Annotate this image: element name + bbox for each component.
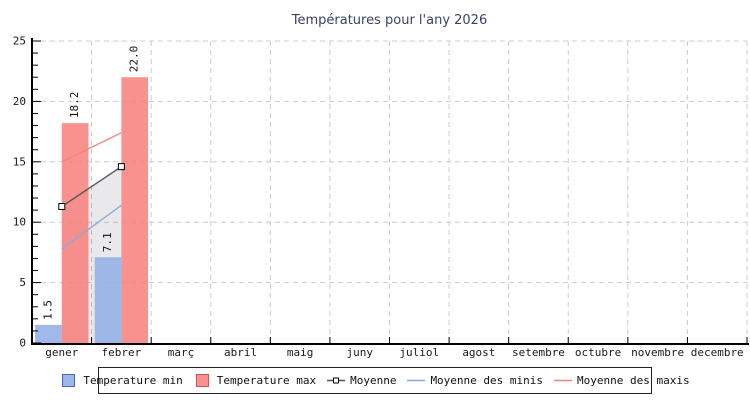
bar-temp-min-gener xyxy=(35,324,62,343)
month-label: decembre xyxy=(691,346,744,359)
y-tick-label: 0 xyxy=(19,337,26,350)
month-label: abril xyxy=(224,346,257,359)
month-label: març xyxy=(168,346,195,359)
legend-label: Moyenne des maxis xyxy=(577,374,690,387)
legend-label: Temperature min xyxy=(83,374,183,387)
moyenne-marker xyxy=(117,163,125,171)
legend-item-temperature-min: Temperature min xyxy=(60,374,183,387)
legend-item-temperature-max: Temperature max xyxy=(194,374,316,387)
y-tick-label: 10 xyxy=(13,216,26,229)
y-tick-label: 5 xyxy=(19,276,26,289)
bar-value-label: 18.2 xyxy=(68,92,81,119)
bar-value-label: 22.0 xyxy=(128,46,141,73)
month-label: novembre xyxy=(631,346,684,359)
y-tick-label: 20 xyxy=(13,95,26,108)
month-label: febrer xyxy=(102,346,142,359)
month-label: gener xyxy=(45,346,78,359)
legend-swatch-box-icon xyxy=(195,374,209,387)
line-moyenne-des-minis xyxy=(61,204,122,250)
legend-item-moyenne-des-maxis: Moyenne des maxis xyxy=(554,374,690,387)
line-moyenne xyxy=(61,166,122,208)
month-label: agost xyxy=(462,346,495,359)
month-label: juliol xyxy=(399,346,439,359)
bar-value-label: 1.5 xyxy=(41,300,54,320)
chart-legend: Temperature min Temperature max Moyenne Moy… xyxy=(62,367,690,394)
y-tick-label: 25 xyxy=(13,35,26,48)
bar-temp-min-febrer xyxy=(94,257,122,343)
legend-swatch-line-icon xyxy=(407,379,426,382)
y-tick-label: 15 xyxy=(13,155,26,168)
bar-temp-max-febrer xyxy=(121,77,149,344)
legend-label: Moyenne des minis xyxy=(430,374,544,387)
legend-swatch-box-icon xyxy=(62,374,76,387)
month-label: juny xyxy=(346,346,373,359)
chart-title: Températures pour l'any 2026 xyxy=(291,13,488,28)
legend-label: Moyenne xyxy=(350,374,397,387)
bar-value-label: 7.1 xyxy=(101,232,114,252)
legend-item-moyenne: Moyenne xyxy=(327,374,396,387)
moyenne-marker xyxy=(58,202,66,210)
month-label: octubre xyxy=(575,346,621,359)
legend-swatch-marker-line-icon xyxy=(327,377,346,384)
line-moyenne-des-maxis xyxy=(61,132,122,163)
legend-item-moyenne-des-minis: Moyenne des minis xyxy=(407,374,543,387)
month-label: setembre xyxy=(512,346,565,359)
month-label: maig xyxy=(287,346,314,359)
legend-label: Temperature max xyxy=(216,374,317,387)
legend-swatch-line-icon xyxy=(554,379,573,382)
